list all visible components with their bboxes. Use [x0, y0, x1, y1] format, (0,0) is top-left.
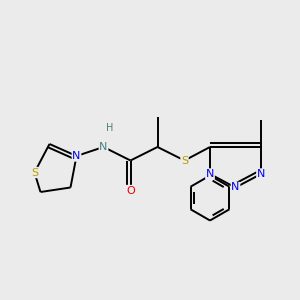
- Text: N: N: [231, 182, 240, 193]
- Text: S: S: [181, 155, 188, 166]
- Text: N: N: [206, 169, 214, 179]
- Text: N: N: [257, 169, 265, 179]
- Text: H: H: [106, 124, 113, 134]
- Text: O: O: [126, 185, 135, 196]
- Text: S: S: [31, 167, 38, 178]
- Text: N: N: [99, 142, 108, 152]
- Text: N: N: [72, 151, 81, 161]
